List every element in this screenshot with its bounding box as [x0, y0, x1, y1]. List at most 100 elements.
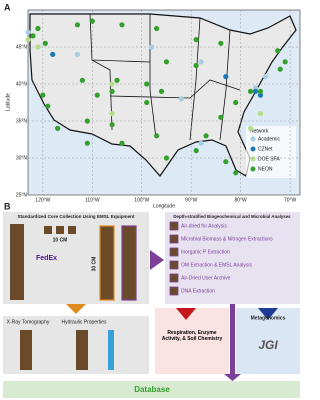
chemistry-text: Respiration, Enzyme Activity, & Soil Che…: [161, 330, 223, 342]
site-point: [144, 99, 150, 106]
site-point: [163, 59, 170, 65]
site-point: [223, 159, 229, 165]
site-point: [247, 125, 254, 131]
x-tick-label: 110°W: [85, 197, 100, 203]
legend-label: NEON: [258, 166, 273, 172]
region-borders: [89, 13, 241, 141]
sample-swatch: [169, 234, 179, 244]
site-point: [35, 25, 41, 32]
legend-label: CZNet: [258, 146, 273, 152]
core: [76, 330, 88, 370]
site-point: [178, 96, 184, 102]
analysis-item: Air-Dried User Archive: [181, 275, 231, 281]
site-point: [252, 88, 259, 94]
site-point: [114, 77, 120, 83]
cores: [10, 224, 137, 301]
site-point: [153, 133, 160, 139]
site-point: [252, 85, 259, 91]
x-tick-label: 90°W: [185, 197, 198, 203]
site-point: [153, 25, 160, 32]
site-point: [193, 62, 199, 69]
site-point: [40, 92, 46, 98]
analysis-item: DNA Extraction: [181, 288, 215, 294]
site-point: [109, 88, 115, 94]
site-point: [119, 22, 125, 28]
arrow-shaft: [230, 304, 235, 376]
collection-title: Standardized Core Collection Using EMSL …: [17, 214, 135, 219]
sample-swatch: [169, 260, 179, 270]
genomics-title: Metagenomics: [251, 315, 286, 321]
analyses-list: Air-dried for Analysis Microbial Biomass …: [169, 221, 273, 296]
site-point: [149, 44, 155, 50]
analyses-title: Depth-stratified Biogeochemical and Micr…: [173, 214, 291, 219]
y-axis-title: Latitude: [5, 93, 11, 111]
site-point: [247, 88, 254, 94]
chemistry-box: [155, 308, 229, 374]
core: [10, 224, 24, 300]
x-tick-label: 80°W: [235, 197, 248, 203]
site-point: [50, 51, 56, 58]
site-point: [257, 88, 264, 94]
physical-item: Hydraulic Properties: [61, 319, 107, 325]
sample-swatch: [169, 247, 179, 257]
site-point: [277, 66, 283, 72]
site-point: [218, 40, 224, 46]
core: [121, 225, 137, 301]
core: [20, 330, 32, 370]
x-tick-label: 100°W: [134, 197, 149, 203]
y-tick-label: 35°N: [16, 118, 28, 124]
site-point: [109, 122, 115, 128]
arrow: [176, 308, 196, 320]
database-label: Database: [134, 385, 170, 394]
site-point: [158, 88, 165, 94]
site-point: [74, 22, 81, 28]
site-point: [257, 92, 264, 98]
site-point: [144, 81, 150, 87]
site-point: [193, 37, 199, 43]
y-tick-label: 40°N: [16, 81, 28, 87]
database-bar: [3, 381, 300, 398]
site-point: [193, 148, 199, 154]
core: [99, 225, 115, 301]
site-point: [25, 29, 31, 35]
x-tick-label: 70°W: [284, 197, 297, 203]
legend: Network Academic CZNet DOE SFA NEON: [246, 126, 296, 178]
site-point: [79, 77, 85, 83]
site-point: [203, 133, 209, 139]
site-point: [30, 33, 36, 39]
site-point: [45, 103, 51, 109]
site-point: [35, 44, 41, 50]
arrow: [150, 250, 164, 270]
site-point: [74, 51, 81, 58]
legend-title: Network: [250, 128, 269, 134]
analysis-item: Inorganic P Extraction: [181, 249, 230, 255]
arrow: [258, 308, 278, 320]
site-point: [223, 74, 229, 80]
core-width: 10 CM: [53, 237, 68, 243]
legend-swatch: [250, 136, 256, 142]
ring: [44, 226, 52, 234]
site-point: [89, 18, 95, 24]
site-point: [109, 111, 115, 117]
site-point: [233, 170, 239, 176]
courier-logo: FedEx: [36, 255, 57, 262]
site-point: [25, 37, 31, 43]
panel-label: B: [4, 201, 11, 211]
analysis-item: OM Extraction & EMSL Analysis: [181, 262, 252, 268]
analysis-item: Air-dried for Analysis: [181, 223, 227, 229]
us-outline: [29, 13, 297, 177]
arrow: [224, 374, 241, 381]
x-tick-label: 120°W: [35, 197, 50, 203]
y-tick-label: 30°N: [16, 155, 28, 161]
sensor: [108, 330, 114, 370]
y-tick-label: 45°N: [16, 44, 28, 50]
core-length: 30 CM: [91, 257, 97, 272]
site-point: [119, 140, 125, 146]
ring: [56, 226, 64, 234]
site-point: [198, 59, 204, 65]
x-axis-title: Longitude: [153, 203, 175, 209]
panel-label: A: [4, 2, 11, 12]
site-point: [262, 74, 268, 80]
arrow: [66, 304, 86, 314]
legend-label: Academic: [258, 136, 280, 142]
